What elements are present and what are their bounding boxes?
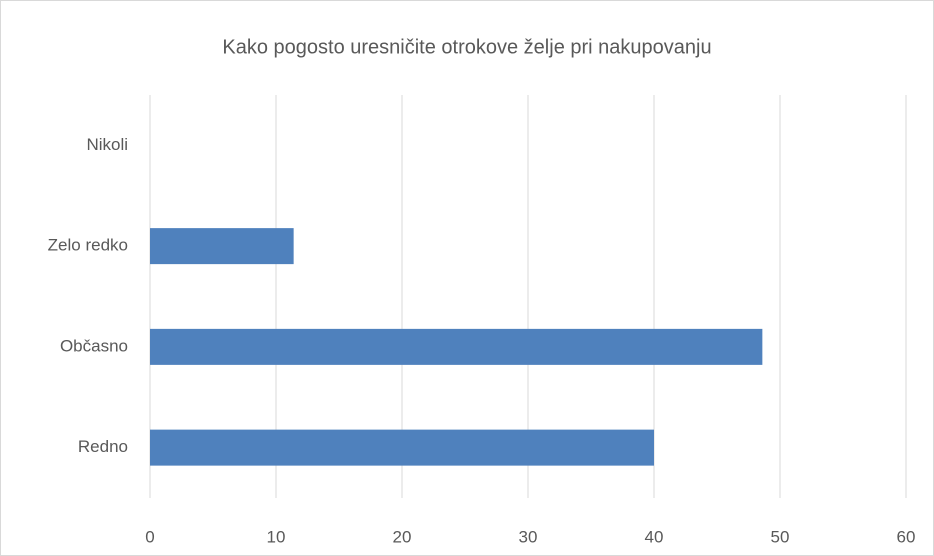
bar xyxy=(150,228,294,265)
x-tick-label: 30 xyxy=(519,527,538,546)
x-tick-label: 10 xyxy=(267,527,286,546)
bar xyxy=(150,429,654,466)
y-tick-label: Nikoli xyxy=(86,135,128,154)
chart-title: Kako pogosto uresničite otrokove želje p… xyxy=(222,36,711,58)
x-tick-label: 0 xyxy=(145,527,154,546)
bar xyxy=(150,328,763,365)
y-tick-label: Redno xyxy=(78,437,128,456)
x-tick-label: 20 xyxy=(393,527,412,546)
x-tick-label: 40 xyxy=(645,527,664,546)
y-tick-label: Zelo redko xyxy=(48,236,128,255)
x-tick-label: 50 xyxy=(771,527,790,546)
x-tick-label: 60 xyxy=(897,527,916,546)
y-tick-label: Občasno xyxy=(60,336,128,355)
